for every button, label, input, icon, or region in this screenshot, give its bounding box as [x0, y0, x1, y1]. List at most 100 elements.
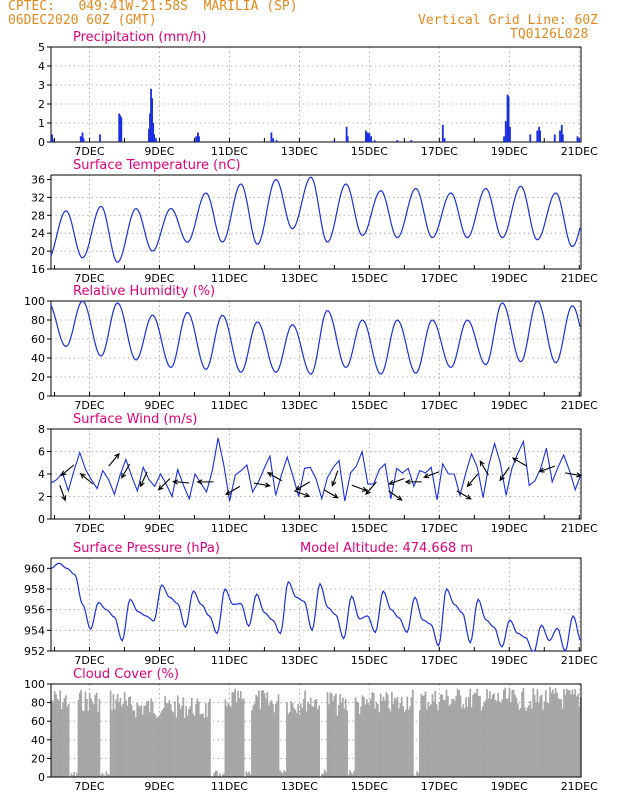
cloud-bar [561, 708, 564, 777]
y-tick-label: 956 [24, 604, 45, 617]
cloud-bar [104, 775, 106, 777]
cloud-bar [518, 710, 521, 777]
cloud-bar [375, 702, 378, 777]
cloud-bar [151, 701, 154, 777]
wind-arrow [365, 481, 377, 496]
x-tick-label: 17DEC [421, 780, 458, 793]
y-tick-label: 24 [31, 227, 45, 240]
cloud-bar [379, 693, 382, 777]
cloud-bar [263, 692, 266, 777]
cloud-bar [227, 703, 230, 777]
cloud-bar [426, 709, 428, 777]
cloud-bar [567, 690, 570, 777]
x-tick-label: 17DEC [421, 145, 458, 158]
header-run-id: TQ0126L028 [510, 27, 589, 42]
cloud-bar [400, 696, 403, 777]
cloud-bar [118, 702, 120, 777]
cloud-bar [273, 712, 276, 777]
cloud-bar [92, 704, 95, 777]
cloud-bar [52, 701, 55, 777]
x-tick-label: 11DEC [211, 145, 248, 158]
cloud-bar [158, 715, 161, 777]
cloud-bar [288, 712, 291, 777]
cloud-bar [179, 708, 182, 777]
cloud-bar [497, 692, 500, 777]
wind-arrow [253, 482, 271, 488]
y-tick-label: 0 [38, 771, 45, 784]
cloud-bar [291, 703, 294, 777]
cloud-bar [133, 710, 136, 777]
cloud-bar [126, 705, 129, 777]
wind-arrow [388, 477, 405, 486]
cloud-bar [167, 703, 169, 777]
cloud-bar [294, 709, 297, 777]
cloud-bar [412, 689, 414, 777]
cloud-bar [267, 705, 270, 777]
cloud-bar [488, 691, 491, 777]
cloud-bar [547, 703, 550, 777]
cloud-bar [553, 694, 556, 777]
cloud-bar [353, 770, 355, 777]
cloud-bar [421, 695, 424, 777]
cloud-bar [239, 691, 242, 777]
cloud-bar [111, 710, 113, 777]
cloud-bar [391, 692, 393, 777]
cloud-bar [505, 699, 508, 777]
cloud-bar [539, 696, 542, 777]
precip-bar [373, 140, 376, 142]
y-tick-label: 100 [24, 295, 45, 308]
cloud-bar [248, 771, 251, 777]
cloud-bar [70, 773, 73, 777]
x-tick-label: 7DEC [74, 654, 104, 667]
precip-bar [561, 134, 564, 142]
cloud-bar [85, 698, 88, 777]
cloud-bar [333, 695, 336, 777]
cloud-bar [78, 692, 81, 777]
cloud-bar [301, 707, 304, 777]
cloud-bar [290, 701, 292, 777]
x-tick-label: 21DEC [561, 272, 598, 285]
precip-bar [560, 124, 563, 142]
cloud-bar [493, 693, 495, 777]
precip-bar [536, 130, 539, 142]
cloud-bar [479, 695, 481, 777]
cloud-bar [165, 702, 168, 777]
cloud-bar [495, 700, 498, 777]
plot-frame [50, 300, 582, 397]
cloud-bar [204, 703, 207, 777]
precip-bar [539, 130, 541, 142]
cloud-bar [403, 712, 406, 777]
cloud-bar [277, 694, 280, 777]
cloud-bar [146, 701, 148, 777]
cloud-bar [185, 705, 188, 777]
wind-arrow [171, 479, 190, 485]
precip-bar [506, 94, 509, 142]
precip-bar [81, 132, 84, 142]
precip-bar [79, 136, 82, 142]
cloud-bar [523, 707, 526, 777]
cloud-bar [405, 709, 407, 777]
cloud-bar [59, 690, 62, 777]
cloud-bar [349, 770, 351, 777]
wind-arrow [404, 479, 422, 485]
wind-arrow [479, 460, 489, 476]
cloud-bar [550, 692, 553, 777]
cloud-bar [279, 770, 281, 777]
cloud-bar [434, 690, 437, 777]
cloud-bar [417, 772, 420, 777]
x-tick-label: 15DEC [351, 522, 388, 535]
cloud-bar [364, 704, 367, 777]
cloud-bar [141, 714, 144, 777]
precip-bar [576, 136, 579, 142]
precip-bar [364, 130, 367, 142]
x-tick-label: 9DEC [144, 780, 174, 793]
y-tick-label: 28 [31, 209, 45, 222]
cloud-bar [399, 702, 402, 777]
cloud-bar [377, 704, 379, 777]
cloud-bar [155, 717, 158, 777]
x-tick-label: 9DEC [144, 522, 174, 535]
cloud-bar [57, 700, 60, 777]
cloud-bar [258, 690, 260, 777]
plot-frame [50, 683, 582, 778]
cloud-bar [172, 712, 175, 777]
